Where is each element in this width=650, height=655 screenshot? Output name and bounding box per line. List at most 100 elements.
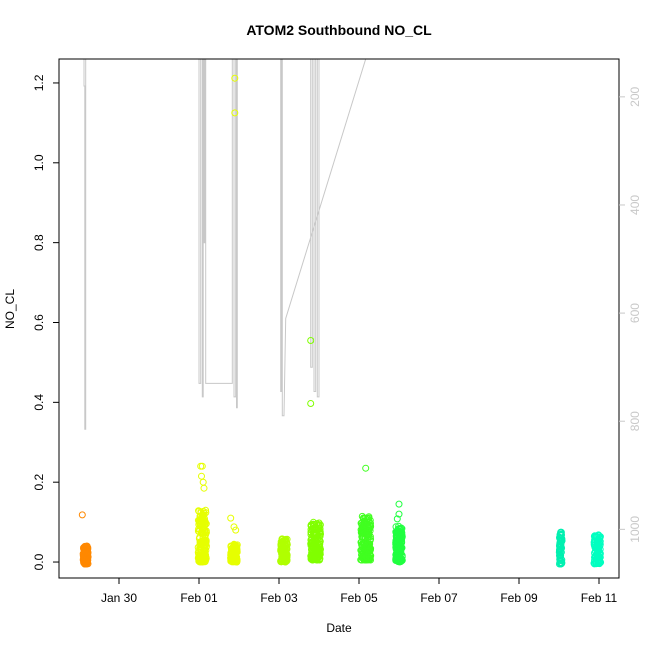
data-point xyxy=(596,540,604,548)
plot-area: 0.0 0.2 0.4 0.6 0.8 1.0 1.2 Jan 30 Feb 01 Feb 03 F… xyxy=(32,58,642,605)
right-y-tick-label: 400 xyxy=(628,195,642,215)
x-tick-label: Feb 09 xyxy=(500,591,538,605)
data-point xyxy=(398,557,405,564)
data-point xyxy=(200,538,208,546)
data-point xyxy=(392,556,400,564)
y-tick-label: 1.0 xyxy=(32,154,46,171)
data-point xyxy=(556,554,564,562)
x-tick-label: Feb 11 xyxy=(581,591,618,605)
data-point xyxy=(392,542,400,550)
x-tick-label: Feb 03 xyxy=(260,591,298,605)
data-point xyxy=(309,553,316,561)
data-point xyxy=(195,528,203,535)
data-point-outlier xyxy=(395,500,403,508)
data-point xyxy=(200,516,208,524)
data-point-outlier xyxy=(200,484,208,492)
data-point xyxy=(557,532,565,540)
plot-frame xyxy=(58,58,620,579)
data-point xyxy=(79,550,87,558)
data-point xyxy=(357,529,365,537)
data-point xyxy=(363,524,371,532)
data-point xyxy=(310,529,318,537)
data-point xyxy=(278,536,286,544)
y-tick-label: 1.2 xyxy=(32,74,46,91)
data-point xyxy=(316,530,324,538)
data-point xyxy=(316,525,324,533)
data-point xyxy=(392,529,400,536)
data-point xyxy=(397,543,405,551)
data-point xyxy=(558,537,566,545)
right-y-tick-label: 200 xyxy=(628,87,642,107)
y-tick-label: 0.8 xyxy=(32,234,46,251)
data-point xyxy=(594,560,602,567)
data-point xyxy=(557,542,565,550)
data-point-outlier xyxy=(307,337,315,344)
data-point-outlier xyxy=(231,74,239,82)
data-point-outlier xyxy=(199,478,207,486)
data-point xyxy=(197,508,205,516)
y-tick-label: 0.0 xyxy=(32,553,46,570)
data-point xyxy=(557,560,565,568)
x-tick-label: Feb 07 xyxy=(420,591,458,605)
data-point-outlier xyxy=(227,514,235,522)
data-point xyxy=(310,521,318,529)
data-point xyxy=(82,559,90,567)
data-point xyxy=(281,555,288,563)
data-point xyxy=(393,532,400,540)
data-point xyxy=(556,546,564,554)
data-point-outlier xyxy=(393,515,401,523)
y-tick-label: 0.6 xyxy=(32,314,46,331)
data-point-outlier xyxy=(362,464,370,472)
data-point xyxy=(362,528,370,536)
data-point-outlier xyxy=(198,472,205,480)
data-point xyxy=(200,558,208,566)
data-point xyxy=(311,538,319,545)
data-point xyxy=(365,546,373,554)
data-point xyxy=(199,537,207,545)
data-point xyxy=(196,553,204,561)
data-point xyxy=(360,515,367,523)
data-point xyxy=(313,520,321,528)
data-point xyxy=(230,544,238,552)
data-point xyxy=(362,553,370,560)
y-axis-label: NO_CL xyxy=(3,289,17,329)
data-point xyxy=(201,551,209,558)
right-y-tick-label: 800 xyxy=(628,411,642,431)
x-axis-label: Date xyxy=(326,621,352,635)
data-point xyxy=(364,548,372,556)
data-point xyxy=(366,536,374,544)
data-point xyxy=(201,554,209,562)
data-point xyxy=(393,552,401,560)
data-point-outlier xyxy=(198,462,206,470)
y-tick-label: 0.2 xyxy=(32,474,46,491)
secondary-series-line xyxy=(83,59,367,430)
data-point xyxy=(397,528,405,536)
data-point xyxy=(315,555,323,563)
data-point xyxy=(230,557,238,565)
data-point xyxy=(231,548,239,556)
data-point xyxy=(202,547,210,555)
x-tick-label: Jan 30 xyxy=(101,591,137,605)
data-point xyxy=(196,515,204,523)
data-point xyxy=(366,554,374,562)
data-point xyxy=(557,557,565,565)
x-tick-label: Feb 05 xyxy=(340,591,378,605)
data-point xyxy=(359,539,367,546)
data-point-outlier xyxy=(78,511,86,519)
data-point xyxy=(366,533,374,541)
data-point xyxy=(591,559,599,567)
data-point xyxy=(202,506,210,514)
data-point xyxy=(202,531,210,539)
data-point xyxy=(227,557,235,565)
y-tick-label: 0.4 xyxy=(32,394,46,411)
data-point xyxy=(591,538,598,546)
data-point xyxy=(201,547,208,555)
data-point xyxy=(358,528,366,535)
data-point-outlier xyxy=(395,510,403,518)
data-point xyxy=(557,529,565,537)
data-point xyxy=(593,539,601,546)
data-point xyxy=(311,549,319,557)
data-point xyxy=(232,543,240,551)
